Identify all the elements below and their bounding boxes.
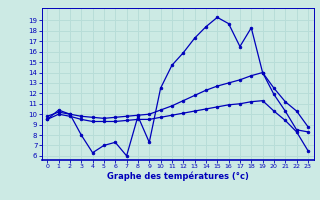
X-axis label: Graphe des températures (°c): Graphe des températures (°c): [107, 172, 249, 181]
